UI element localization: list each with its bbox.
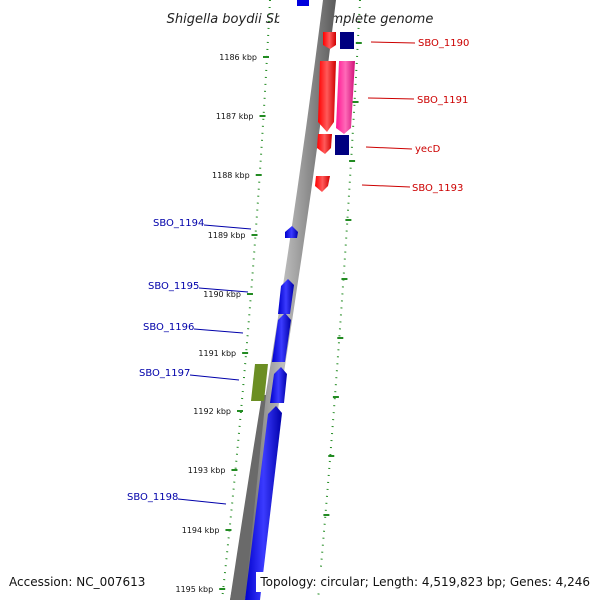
leader-sbo-1193 bbox=[361, 184, 411, 188]
leader-sbo-1196 bbox=[193, 328, 244, 334]
leader-sbo-1191 bbox=[367, 97, 415, 100]
genome-backbone-lower bbox=[230, 395, 266, 600]
reverse-feature-top bbox=[297, 0, 309, 6]
gene-sbo-1194-feature bbox=[285, 226, 298, 238]
label-sbo-1191: SBO_1191 bbox=[417, 95, 468, 106]
label-sbo-1198: SBO_1198 bbox=[127, 492, 178, 503]
label-sbo-1196: SBO_1196 bbox=[143, 322, 194, 333]
footer-left-bg bbox=[0, 572, 150, 592]
leader-sbo-1198 bbox=[177, 498, 227, 505]
kbp-tick-label: 1194 kbp bbox=[182, 526, 220, 535]
gene-sbo-1196-feature bbox=[272, 313, 291, 362]
reverse-gene-labels: SBO_1194 SBO_1195 SBO_1196 SBO_1197 SBO_… bbox=[127, 218, 252, 505]
dark-features bbox=[335, 32, 354, 155]
label-sbo-1197: SBO_1197 bbox=[139, 368, 190, 379]
kbp-tick-label: 1192 kbp bbox=[193, 407, 231, 416]
footer-right-bg bbox=[256, 572, 600, 592]
gene-sbo-1197-feature bbox=[270, 367, 287, 403]
gene-sbo-1191-alt-feature bbox=[336, 61, 355, 134]
kbp-tick-track-left bbox=[221, 0, 271, 600]
olive-feature bbox=[251, 364, 268, 401]
forward-gene-labels: SBO_1190 SBO_1191 yecD SBO_1193 bbox=[361, 38, 469, 194]
leader-sbo-1197 bbox=[189, 374, 240, 381]
kbp-tick-label: 1188 kbp bbox=[212, 171, 250, 180]
leader-sbo-1190 bbox=[370, 41, 416, 44]
label-sbo-1190: SBO_1190 bbox=[418, 38, 469, 49]
leader-sbo-1195 bbox=[198, 287, 249, 293]
kbp-tick-label: 1195 kbp bbox=[176, 585, 214, 594]
label-sbo-1195: SBO_1195 bbox=[148, 281, 199, 292]
forward-strand-features bbox=[315, 32, 355, 192]
kbp-tick-label: 1186 kbp bbox=[219, 53, 257, 62]
gene-sbo-1191-feature bbox=[318, 61, 336, 132]
gene-sbo-1195-feature bbox=[278, 279, 294, 314]
tick-track-right bbox=[317, 0, 361, 600]
kbp-tick-label: 1190 kbp bbox=[203, 290, 241, 299]
dark-feature-upper bbox=[340, 32, 354, 49]
accession-text: Accession: NC_007613 bbox=[9, 575, 145, 589]
leader-yecd bbox=[365, 146, 413, 150]
label-sbo-1193: SBO_1193 bbox=[412, 183, 463, 194]
kbp-tick-label: 1187 kbp bbox=[216, 112, 254, 121]
gene-sbo-1190-feature bbox=[323, 32, 336, 49]
leader-sbo-1194 bbox=[203, 224, 252, 230]
kbp-ticks: 1186 kbp 1187 kbp 1188 kbp 1189 kbp 1190 kbp… bbox=[176, 53, 269, 594]
dark-feature-lower bbox=[335, 135, 349, 155]
gene-sbo-1193-feature bbox=[315, 176, 330, 192]
gene-sbo-1198-feature bbox=[245, 406, 282, 600]
kbp-tick-label: 1191 kbp bbox=[198, 349, 236, 358]
kbp-tick-label: 1193 kbp bbox=[188, 466, 226, 475]
genome-summary-text: Topology: circular; Length: 4,519,823 bp… bbox=[259, 575, 590, 589]
reverse-strand-features bbox=[245, 0, 309, 600]
gene-yecd-feature bbox=[317, 134, 332, 154]
label-sbo-1194: SBO_1194 bbox=[153, 218, 204, 229]
kbp-tick-label: 1189 kbp bbox=[208, 231, 246, 240]
label-yecd: yecD bbox=[415, 144, 441, 155]
